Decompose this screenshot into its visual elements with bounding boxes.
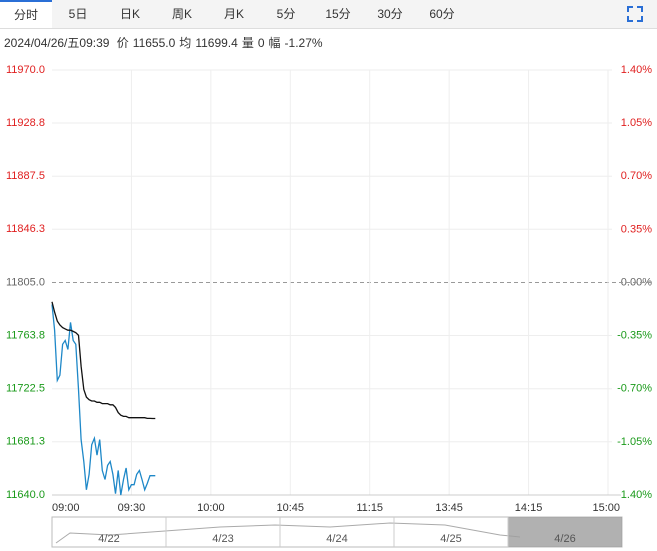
navigator-label: 4/24	[326, 533, 347, 545]
tab[interactable]: 30分	[377, 7, 403, 21]
info-label: 价	[116, 36, 129, 50]
y2-tick-label: 0.35%	[621, 223, 652, 235]
info-label: 均	[179, 36, 192, 50]
info-line: 2024/04/26/五09:39 价 11655.0 均 11699.4 量 0 幅 -1.…	[0, 29, 657, 57]
x-tick-label: 15:00	[592, 502, 620, 514]
info-value: 0	[257, 36, 265, 50]
y2-tick-label: -1.05%	[617, 436, 652, 448]
x-tick-label: 09:30	[118, 502, 146, 514]
info-value: 11699.4	[195, 36, 238, 50]
info-label: 幅	[268, 36, 281, 50]
y2-tick-label: -0.70%	[617, 383, 652, 395]
y-tick-label: 11640.0	[6, 489, 45, 501]
x-tick-label: 10:45	[277, 502, 305, 514]
y-tick-label: 11928.8	[6, 117, 45, 129]
navigator-sparkline	[55, 522, 521, 544]
x-tick-label: 13:45	[435, 502, 463, 514]
navigator-label: 4/26	[554, 533, 575, 545]
x-tick-label: 09:00	[52, 502, 80, 514]
tab-bar: 分时 5日 日K 周K 月K 5分 15分 30分 60分	[0, 0, 657, 29]
navigator-label: 4/22	[98, 533, 119, 545]
tab[interactable]: 5分	[276, 7, 296, 21]
info-time: 2024/04/26/五09:39	[4, 36, 110, 50]
x-tick-label: 14:15	[515, 502, 543, 514]
tab[interactable]: 分时	[0, 0, 52, 28]
y-tick-label: 11887.5	[6, 170, 45, 182]
y-tick-label: 11681.3	[6, 436, 45, 448]
info-label: 量	[241, 36, 254, 50]
y-tick-label: 11970.0	[6, 64, 45, 76]
y-tick-label: 11846.3	[6, 223, 45, 235]
x-tick-label: 10:00	[197, 502, 225, 514]
y2-tick-label: 1.05%	[621, 117, 652, 129]
info-value: 11655.0	[132, 36, 176, 50]
y2-tick-label: 1.40%	[621, 64, 652, 76]
tab[interactable]: 15分	[325, 7, 351, 21]
tab[interactable]: 周K	[171, 7, 192, 21]
y2-tick-label: 0.70%	[621, 170, 652, 182]
info-value: -1.27%	[284, 36, 323, 50]
series-line	[51, 301, 156, 420]
navigator-label: 4/25	[440, 533, 461, 545]
x-tick-label: 11:15	[356, 502, 383, 514]
y-tick-label: 11763.8	[6, 329, 45, 341]
y2-tick-label: -1.40%	[617, 489, 652, 501]
tab[interactable]: 日K	[119, 7, 140, 21]
navigator-window[interactable]	[508, 517, 622, 547]
y-tick-label: 11805.0	[6, 276, 45, 288]
navigator-label: 4/23	[212, 533, 233, 545]
tab[interactable]: 60分	[429, 7, 455, 21]
y-tick-label: 11722.5	[6, 383, 45, 395]
tab[interactable]: 月K	[223, 7, 244, 21]
chart: 11970.0 11928.8 11887.5 11846.3 11805.0 11763…	[6, 64, 652, 548]
expand-icon[interactable]	[627, 6, 643, 22]
tab[interactable]: 5日	[68, 7, 88, 21]
series-line	[51, 304, 156, 496]
y2-tick-label: -0.35%	[617, 330, 652, 342]
